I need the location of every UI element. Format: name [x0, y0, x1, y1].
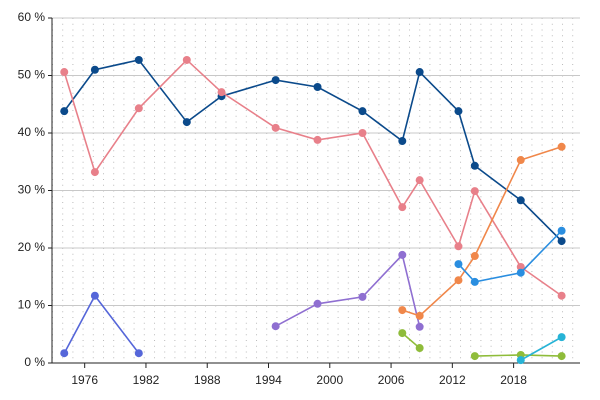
data-point — [358, 107, 367, 116]
data-point — [134, 104, 143, 113]
x-tick-label: 2000 — [316, 373, 343, 387]
x-tick-label: 2006 — [378, 373, 405, 387]
data-point — [60, 68, 69, 77]
data-point — [470, 252, 479, 261]
data-point — [60, 349, 69, 358]
data-point — [557, 291, 566, 300]
data-point — [217, 88, 226, 97]
data-point — [398, 306, 407, 315]
data-point — [271, 322, 280, 331]
data-point — [90, 65, 99, 74]
y-tick-label: 0 % — [24, 355, 45, 369]
data-point — [398, 250, 407, 259]
data-point — [516, 268, 525, 277]
data-point — [557, 142, 566, 151]
data-point — [454, 276, 463, 285]
data-point — [60, 107, 69, 116]
data-point — [470, 187, 479, 196]
data-point — [134, 349, 143, 358]
data-point — [470, 277, 479, 286]
series-line — [63, 59, 563, 242]
data-point — [415, 68, 424, 77]
data-point — [398, 203, 407, 212]
y-tick-label: 10 % — [18, 298, 46, 312]
data-point — [454, 107, 463, 116]
y-tick-label: 20 % — [18, 240, 46, 254]
data-point — [90, 168, 99, 177]
data-point — [90, 291, 99, 300]
data-point — [454, 242, 463, 251]
series-line — [63, 58, 563, 297]
data-point — [313, 135, 322, 144]
data-point — [358, 292, 367, 301]
data-point — [313, 83, 322, 91]
data-point — [415, 176, 424, 185]
series-line — [520, 336, 563, 361]
x-tick-label: 1994 — [255, 373, 282, 387]
data-point — [516, 196, 525, 205]
data-point — [415, 344, 424, 353]
x-tick-label: 1982 — [133, 373, 160, 387]
data-point — [516, 356, 525, 365]
data-point — [516, 156, 525, 165]
data-point — [271, 76, 280, 85]
data-point — [398, 137, 407, 146]
data-point — [134, 55, 143, 64]
x-tick-label: 2012 — [439, 373, 466, 387]
data-point — [470, 352, 479, 361]
data-point — [271, 123, 280, 132]
y-tick-label: 50 % — [18, 68, 46, 82]
data-point — [557, 352, 566, 361]
data-point — [398, 329, 407, 338]
data-point — [557, 226, 566, 235]
y-tick-label: 30 % — [18, 183, 46, 197]
x-tick-label: 1988 — [194, 373, 221, 387]
y-tick-label: 40 % — [18, 125, 46, 139]
x-tick-label: 2018 — [500, 373, 527, 387]
data-point — [182, 118, 191, 127]
data-point — [557, 237, 566, 246]
data-point — [415, 322, 424, 331]
data-point — [182, 55, 191, 64]
y-tick-label: 60 % — [18, 10, 46, 24]
data-point — [358, 129, 367, 137]
data-point — [415, 311, 424, 320]
data-point — [470, 161, 479, 170]
data-point — [516, 262, 525, 271]
data-point — [313, 299, 322, 308]
x-tick-label: 1976 — [71, 373, 98, 387]
data-point — [454, 260, 463, 269]
data-point — [557, 333, 566, 342]
series-line — [457, 230, 563, 283]
